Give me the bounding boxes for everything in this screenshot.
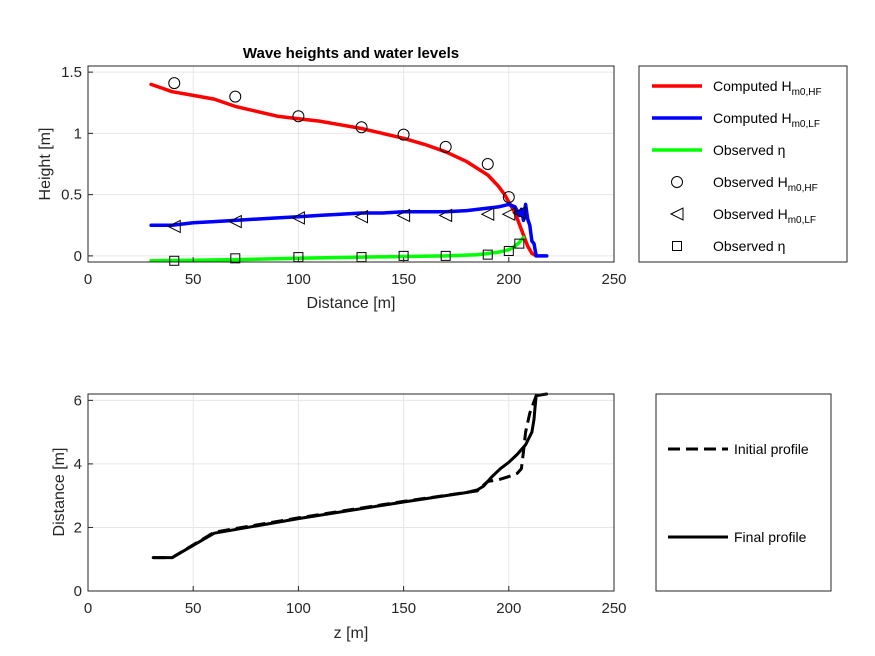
legend-label-subscript: m0,LF <box>792 119 820 130</box>
series-observed-h-m0-lf-point <box>438 208 453 223</box>
legend-label: Final profile <box>734 529 807 545</box>
series-observed-h-m0-hf-point <box>229 90 242 103</box>
legend-item: Observed η <box>652 142 785 158</box>
series-observed-h-m0-hf-point <box>502 191 515 204</box>
legend-swatch <box>672 241 682 251</box>
series-observed-h-m0-hf-point <box>168 77 181 90</box>
series-computed-h-m0-lf-line <box>149 202 549 258</box>
x-tick-label: 50 <box>185 600 202 617</box>
x-axis-label: Distance [m] <box>307 295 396 312</box>
series-computed-h-m0-hf-line <box>149 82 538 258</box>
y-tick-label: 4 <box>74 456 82 473</box>
x-tick-label: 50 <box>185 271 202 288</box>
series-observed-h-m0-lf-point <box>396 208 411 223</box>
legend: Initial profile Final profile <box>655 393 832 592</box>
y-tick-label: 0.5 <box>61 187 82 204</box>
series-observed-h-m0-hf-point <box>481 158 494 170</box>
x-tick-label: 150 <box>391 600 416 617</box>
legend-label: Initial profile <box>734 441 809 457</box>
x-tick-label: 100 <box>286 271 311 288</box>
y-tick-label: 1.5 <box>61 64 82 81</box>
x-tick-label: 0 <box>84 600 92 617</box>
legend-label-subscript: m0,LF <box>788 215 816 226</box>
y-tick-label: 0 <box>74 248 82 265</box>
legend-label-subscript: m0,HF <box>792 87 822 98</box>
y-tick-label: 0 <box>74 583 82 600</box>
series-final-profile-line <box>151 392 549 560</box>
plot-area <box>88 394 614 591</box>
legend-label-subscript: m0,HF <box>788 183 818 194</box>
series-observed-h-m0-lf-point <box>354 209 369 224</box>
series-observed-h-m0-hf-point <box>355 121 368 134</box>
chart-title: Wave heights and water levels <box>243 45 459 62</box>
x-tick-label: 150 <box>391 271 416 288</box>
series-observed-h-m0-hf-point <box>397 128 410 141</box>
axes-box <box>87 65 615 263</box>
tick-labels: 0 50 100 150 200 250 0 2 4 6 <box>74 392 627 617</box>
legend-swatch <box>669 207 684 221</box>
series-observed--point <box>503 245 514 256</box>
legend-swatch <box>671 176 683 188</box>
series-observed-h-m0-lf-point <box>167 219 181 234</box>
x-tick-label: 0 <box>84 271 92 288</box>
y-tick-label: 1 <box>74 125 82 142</box>
axes-box <box>87 393 615 592</box>
legend-label: Observed η <box>713 142 785 158</box>
series-observed--point <box>169 255 180 266</box>
series-group <box>149 77 549 266</box>
x-tick-label: 250 <box>601 271 626 288</box>
x-tick-label: 200 <box>496 600 521 617</box>
legend-item: Observed η <box>672 238 785 254</box>
legend-item: Initial profile <box>668 441 809 457</box>
legend-item: Final profile <box>668 529 807 545</box>
x-axis-label: z [m] <box>334 625 369 642</box>
y-axis-label: Height [m] <box>37 128 54 201</box>
series-observed-h-m0-lf-point <box>228 214 242 229</box>
series-observed--point <box>440 250 451 261</box>
series-observed--point <box>230 253 241 264</box>
series-observed--point <box>482 249 493 260</box>
series-observed-h-m0-hf-point <box>439 140 452 153</box>
y-axis-label: Distance [m] <box>51 448 68 537</box>
series-observed-h-m0-lf-point <box>480 207 495 222</box>
series-observed-h-m0-lf-point <box>512 206 526 220</box>
series-group <box>151 392 549 560</box>
legend-label: Observed η <box>713 238 785 254</box>
x-tick-label: 200 <box>496 271 521 288</box>
tick-labels: 0 50 100 150 200 250 0 0.5 1 1.5 <box>61 64 626 288</box>
legend-box <box>638 65 848 263</box>
x-tick-label: 250 <box>601 600 626 617</box>
y-tick-label: 2 <box>74 519 82 536</box>
series-observed-h-m0-hf-point <box>292 110 305 123</box>
profile-chart: 0 50 100 150 200 250 0 2 4 6 z [m] Distance [m] I… <box>51 392 832 642</box>
series-observed--point <box>514 238 525 249</box>
series-observed-h-m0-lf-point <box>291 211 305 225</box>
legend-box <box>655 393 832 592</box>
y-tick-label: 6 <box>74 392 82 409</box>
plot-area <box>88 66 614 262</box>
x-tick-label: 100 <box>286 600 311 617</box>
wave-heights-chart: 0 50 100 150 200 250 0 0.5 1 1.5 Wave heights and… <box>37 45 848 312</box>
